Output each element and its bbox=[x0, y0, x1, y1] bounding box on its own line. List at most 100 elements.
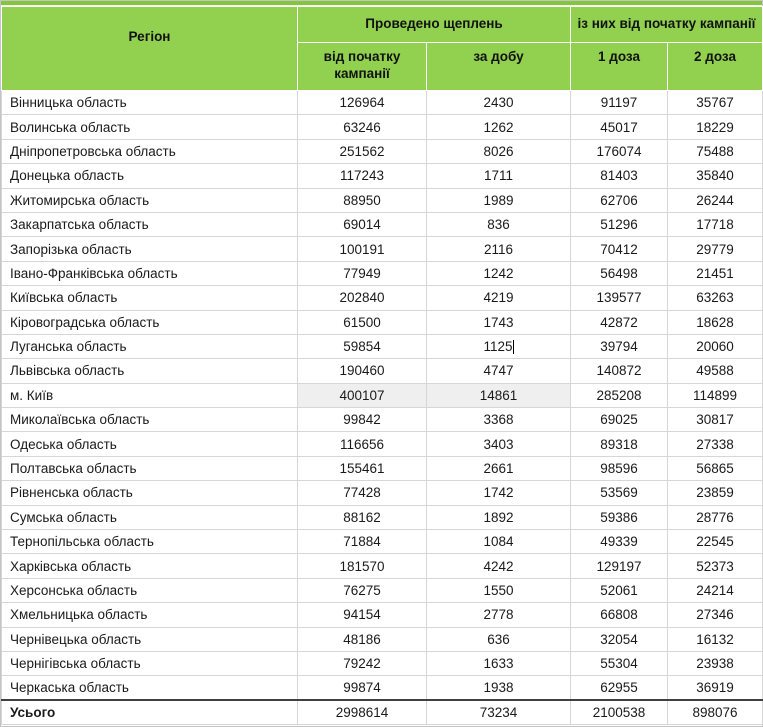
since-campaign-start-cell[interactable]: 400107 bbox=[297, 382, 427, 409]
header-col-per-day[interactable]: за добу bbox=[426, 42, 571, 91]
dose1-cell[interactable]: 55304 bbox=[570, 650, 668, 677]
region-cell[interactable]: Вінницька область bbox=[1, 89, 298, 116]
since-campaign-start-cell[interactable]: 117243 bbox=[297, 163, 427, 189]
dose1-cell[interactable]: 62706 bbox=[570, 187, 668, 213]
since-campaign-start-cell[interactable]: 77428 bbox=[297, 480, 427, 506]
header-col-dose-2[interactable]: 2 доза bbox=[666, 42, 763, 91]
region-cell[interactable]: Тернопільська область bbox=[1, 529, 298, 555]
since-campaign-start-cell[interactable]: 71884 bbox=[297, 529, 427, 555]
region-cell[interactable]: Львівська область bbox=[1, 358, 298, 384]
dose1-cell[interactable]: 39794 bbox=[570, 333, 668, 360]
since-campaign-start-cell[interactable]: 88950 bbox=[297, 187, 427, 213]
per-day-cell[interactable]: 1633 bbox=[426, 650, 571, 677]
header-col-since-campaign-start[interactable]: від початку кампанії bbox=[297, 42, 427, 91]
dose1-cell[interactable]: 81403 bbox=[570, 163, 668, 189]
per-day-cell[interactable]: 1242 bbox=[426, 260, 571, 287]
since-campaign-start-cell[interactable]: 48186 bbox=[297, 626, 427, 652]
header-group-vaccinations-done[interactable]: Проведено щеплень bbox=[297, 6, 571, 43]
per-day-cell[interactable]: 1938 bbox=[426, 675, 571, 701]
dose1-cell[interactable]: 62955 bbox=[570, 675, 668, 701]
per-day-cell[interactable]: 3403 bbox=[426, 431, 571, 457]
dose1-cell[interactable]: 45017 bbox=[570, 114, 668, 140]
dose2-cell[interactable]: 24214 bbox=[666, 577, 763, 604]
region-cell[interactable]: Чернігівська область bbox=[1, 650, 298, 677]
dose2-cell[interactable]: 63263 bbox=[666, 285, 763, 311]
dose2-cell[interactable]: 23859 bbox=[666, 480, 763, 506]
region-cell[interactable]: Луганська область bbox=[1, 333, 298, 360]
dose1-cell[interactable]: 66808 bbox=[570, 602, 668, 628]
region-cell[interactable]: Закарпатська область bbox=[1, 211, 298, 238]
dose1-cell[interactable]: 140872 bbox=[570, 358, 668, 384]
since-campaign-start-cell[interactable]: 100191 bbox=[297, 236, 427, 262]
dose1-cell[interactable]: 53569 bbox=[570, 480, 668, 506]
dose1-cell[interactable]: 139577 bbox=[570, 285, 668, 311]
dose1-cell[interactable]: 176074 bbox=[570, 138, 668, 165]
per-day-cell[interactable]: 2116 bbox=[426, 236, 571, 262]
since-campaign-start-cell[interactable]: 76275 bbox=[297, 577, 427, 604]
per-day-cell[interactable]: 1742 bbox=[426, 480, 571, 506]
header-col-dose-1[interactable]: 1 доза bbox=[570, 42, 668, 91]
region-cell[interactable]: м. Київ bbox=[1, 382, 298, 409]
region-cell[interactable]: Хмельницька область bbox=[1, 602, 298, 628]
dose2-cell[interactable]: 49588 bbox=[666, 358, 763, 384]
dose1-cell[interactable]: 70412 bbox=[570, 236, 668, 262]
since-campaign-start-cell[interactable]: 99842 bbox=[297, 407, 427, 433]
total-dose1-cell[interactable]: 2100538 bbox=[570, 699, 668, 726]
since-campaign-start-cell[interactable]: 77949 bbox=[297, 260, 427, 287]
dose1-cell[interactable]: 91197 bbox=[570, 89, 668, 116]
region-cell[interactable]: Донецька область bbox=[1, 163, 298, 189]
region-cell[interactable]: Миколаївська область bbox=[1, 407, 298, 433]
per-day-cell[interactable]: 1550 bbox=[426, 577, 571, 604]
dose2-cell[interactable]: 29779 bbox=[666, 236, 763, 262]
dose2-cell[interactable]: 114899 bbox=[666, 382, 763, 409]
per-day-cell[interactable]: 1711 bbox=[426, 163, 571, 189]
region-cell[interactable]: Запорізька область bbox=[1, 236, 298, 262]
since-campaign-start-cell[interactable]: 88162 bbox=[297, 504, 427, 531]
total-label-cell[interactable]: Усього bbox=[1, 699, 298, 726]
per-day-cell[interactable]: 2778 bbox=[426, 602, 571, 628]
dose1-cell[interactable]: 32054 bbox=[570, 626, 668, 652]
dose2-cell[interactable]: 56865 bbox=[666, 455, 763, 482]
per-day-cell[interactable]: 3368 bbox=[426, 407, 571, 433]
dose2-cell[interactable]: 21451 bbox=[666, 260, 763, 287]
dose1-cell[interactable]: 98596 bbox=[570, 455, 668, 482]
dose2-cell[interactable]: 16132 bbox=[666, 626, 763, 652]
since-campaign-start-cell[interactable]: 126964 bbox=[297, 89, 427, 116]
dose2-cell[interactable]: 52373 bbox=[666, 553, 763, 579]
region-cell[interactable]: Сумська область bbox=[1, 504, 298, 531]
per-day-cell[interactable]: 8026 bbox=[426, 138, 571, 165]
dose2-cell[interactable]: 27346 bbox=[666, 602, 763, 628]
per-day-cell[interactable]: 2430 bbox=[426, 89, 571, 116]
since-campaign-start-cell[interactable]: 94154 bbox=[297, 602, 427, 628]
dose2-cell[interactable]: 17718 bbox=[666, 211, 763, 238]
per-day-cell[interactable]: 4747 bbox=[426, 358, 571, 384]
since-campaign-start-cell[interactable]: 202840 bbox=[297, 285, 427, 311]
region-cell[interactable]: Рівненська область bbox=[1, 480, 298, 506]
since-campaign-start-cell[interactable]: 59854 bbox=[297, 333, 427, 360]
dose2-cell[interactable]: 36919 bbox=[666, 675, 763, 701]
dose2-cell[interactable]: 20060 bbox=[666, 333, 763, 360]
since-campaign-start-cell[interactable]: 99874 bbox=[297, 675, 427, 701]
per-day-cell[interactable]: 4219 bbox=[426, 285, 571, 311]
since-campaign-start-cell[interactable]: 155461 bbox=[297, 455, 427, 482]
per-day-cell[interactable]: 1125 bbox=[426, 333, 571, 360]
dose2-cell[interactable]: 26244 bbox=[666, 187, 763, 213]
since-campaign-start-cell[interactable]: 61500 bbox=[297, 309, 427, 335]
total-dose2-cell[interactable]: 898076 bbox=[666, 699, 763, 726]
dose2-cell[interactable]: 18229 bbox=[666, 114, 763, 140]
dose1-cell[interactable]: 51296 bbox=[570, 211, 668, 238]
region-cell[interactable]: Харківська область bbox=[1, 553, 298, 579]
dose1-cell[interactable]: 42872 bbox=[570, 309, 668, 335]
per-day-cell[interactable]: 2661 bbox=[426, 455, 571, 482]
region-cell[interactable]: Полтавська область bbox=[1, 455, 298, 482]
header-group-since-campaign-start[interactable]: із них від початку кампанії bbox=[569, 6, 763, 43]
dose1-cell[interactable]: 69025 bbox=[570, 407, 668, 433]
per-day-cell[interactable]: 4242 bbox=[426, 553, 571, 579]
dose2-cell[interactable]: 22545 bbox=[666, 529, 763, 555]
region-cell[interactable]: Житомирська область bbox=[1, 187, 298, 213]
per-day-cell[interactable]: 836 bbox=[426, 211, 571, 238]
dose2-cell[interactable]: 23938 bbox=[666, 650, 763, 677]
dose2-cell[interactable]: 35767 bbox=[666, 89, 763, 116]
since-campaign-start-cell[interactable]: 181570 bbox=[297, 553, 427, 579]
dose1-cell[interactable]: 52061 bbox=[570, 577, 668, 604]
